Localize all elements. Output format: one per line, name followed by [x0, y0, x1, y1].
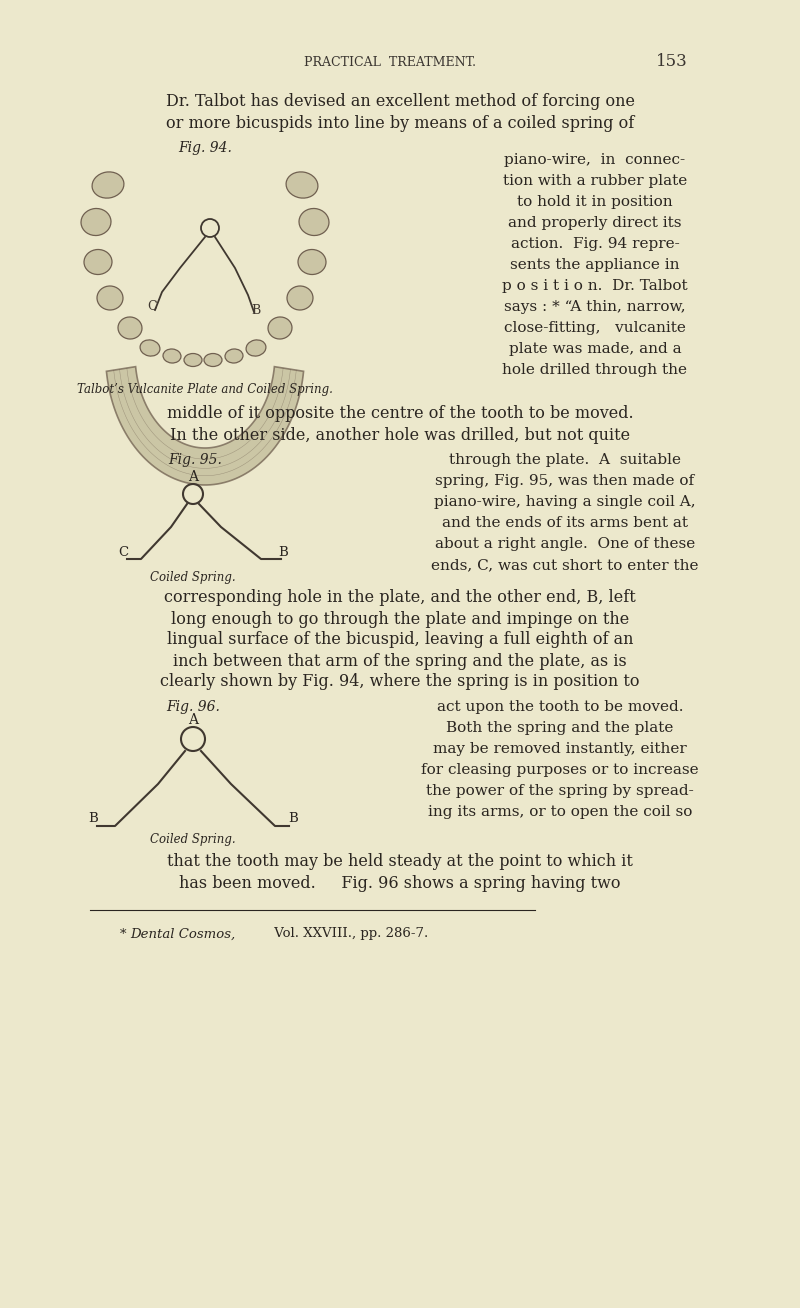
- Ellipse shape: [286, 171, 318, 198]
- Text: close-fitting,   vulcanite: close-fitting, vulcanite: [504, 320, 686, 335]
- Ellipse shape: [298, 250, 326, 275]
- Text: PRACTICAL  TREATMENT.: PRACTICAL TREATMENT.: [304, 55, 476, 68]
- Text: p o s i t i o n.  Dr. Talbot: p o s i t i o n. Dr. Talbot: [502, 279, 688, 293]
- Text: B: B: [278, 545, 288, 559]
- Text: Dental Cosmos,: Dental Cosmos,: [130, 927, 235, 940]
- Text: to hold it in position: to hold it in position: [517, 195, 673, 209]
- Text: Coiled Spring.: Coiled Spring.: [150, 572, 236, 585]
- Ellipse shape: [163, 349, 181, 364]
- Text: lingual surface of the bicuspid, leaving a full eighth of an: lingual surface of the bicuspid, leaving…: [166, 632, 634, 649]
- Text: sents the appliance in: sents the appliance in: [510, 258, 680, 272]
- Text: C: C: [118, 545, 128, 559]
- Ellipse shape: [81, 208, 111, 235]
- Ellipse shape: [299, 208, 329, 235]
- Ellipse shape: [204, 353, 222, 366]
- Text: for cleasing purposes or to increase: for cleasing purposes or to increase: [421, 763, 699, 777]
- Ellipse shape: [97, 286, 123, 310]
- Ellipse shape: [92, 171, 124, 198]
- Text: through the plate.  A  suitable: through the plate. A suitable: [449, 453, 681, 467]
- Text: *: *: [120, 927, 130, 940]
- Text: Fig. 96.: Fig. 96.: [166, 700, 220, 714]
- Text: tion with a rubber plate: tion with a rubber plate: [503, 174, 687, 188]
- Text: Fig. 95.: Fig. 95.: [168, 453, 222, 467]
- Text: Fig. 94.: Fig. 94.: [178, 141, 232, 156]
- Text: Coiled Spring.: Coiled Spring.: [150, 833, 236, 846]
- Text: ends, C, was cut short to enter the: ends, C, was cut short to enter the: [431, 559, 698, 572]
- Text: Talbot’s Vulcanite Plate and Coiled Spring.: Talbot’s Vulcanite Plate and Coiled Spri…: [77, 383, 333, 396]
- Text: has been moved.     Fig. 96 shows a spring having two: has been moved. Fig. 96 shows a spring h…: [179, 875, 621, 892]
- Text: Both the spring and the plate: Both the spring and the plate: [446, 721, 674, 735]
- Text: and properly direct its: and properly direct its: [508, 216, 682, 230]
- Polygon shape: [106, 366, 303, 485]
- Text: that the tooth may be held steady at the point to which it: that the tooth may be held steady at the…: [167, 854, 633, 871]
- Text: B: B: [288, 812, 298, 825]
- Ellipse shape: [287, 286, 313, 310]
- Ellipse shape: [184, 353, 202, 366]
- Text: act upon the tooth to be moved.: act upon the tooth to be moved.: [437, 700, 683, 714]
- Ellipse shape: [225, 349, 243, 364]
- Text: and the ends of its arms bent at: and the ends of its arms bent at: [442, 515, 688, 530]
- Ellipse shape: [140, 340, 160, 356]
- Text: Dr. Talbot has devised an excellent method of forcing one: Dr. Talbot has devised an excellent meth…: [166, 93, 634, 110]
- Ellipse shape: [268, 317, 292, 339]
- Text: piano-wire,  in  connec-: piano-wire, in connec-: [505, 153, 686, 167]
- Text: B: B: [251, 303, 261, 317]
- Text: inch between that arm of the spring and the plate, as is: inch between that arm of the spring and …: [173, 653, 627, 670]
- Text: A: A: [188, 470, 198, 484]
- Text: In the other side, another hole was drilled, but not quite: In the other side, another hole was dril…: [170, 426, 630, 443]
- Text: plate was made, and a: plate was made, and a: [509, 341, 682, 356]
- Text: ing its arms, or to open the coil so: ing its arms, or to open the coil so: [428, 804, 692, 819]
- Text: piano-wire, having a single coil A,: piano-wire, having a single coil A,: [434, 494, 696, 509]
- Text: clearly shown by Fig. 94, where the spring is in position to: clearly shown by Fig. 94, where the spri…: [160, 674, 640, 691]
- Ellipse shape: [118, 317, 142, 339]
- Text: the power of the spring by spread-: the power of the spring by spread-: [426, 783, 694, 798]
- Text: action.  Fig. 94 repre-: action. Fig. 94 repre-: [510, 237, 679, 251]
- Text: about a right angle.  One of these: about a right angle. One of these: [435, 538, 695, 551]
- Text: spring, Fig. 95, was then made of: spring, Fig. 95, was then made of: [435, 473, 694, 488]
- Text: may be removed instantly, either: may be removed instantly, either: [433, 742, 687, 756]
- Text: A: A: [188, 713, 198, 727]
- Ellipse shape: [84, 250, 112, 275]
- Text: says : * “A thin, narrow,: says : * “A thin, narrow,: [504, 300, 686, 314]
- Text: or more bicuspids into line by means of a coiled spring of: or more bicuspids into line by means of …: [166, 115, 634, 132]
- Text: long enough to go through the plate and impinge on the: long enough to go through the plate and …: [171, 611, 629, 628]
- Text: 153: 153: [656, 54, 688, 71]
- Text: hole drilled through the: hole drilled through the: [502, 364, 687, 377]
- Text: B: B: [88, 812, 98, 825]
- Text: middle of it opposite the centre of the tooth to be moved.: middle of it opposite the centre of the …: [166, 405, 634, 422]
- Text: Vol. XXVIII., pp. 286-7.: Vol. XXVIII., pp. 286-7.: [270, 927, 428, 940]
- Text: C: C: [147, 300, 157, 313]
- Text: corresponding hole in the plate, and the other end, B, left: corresponding hole in the plate, and the…: [164, 590, 636, 607]
- Ellipse shape: [246, 340, 266, 356]
